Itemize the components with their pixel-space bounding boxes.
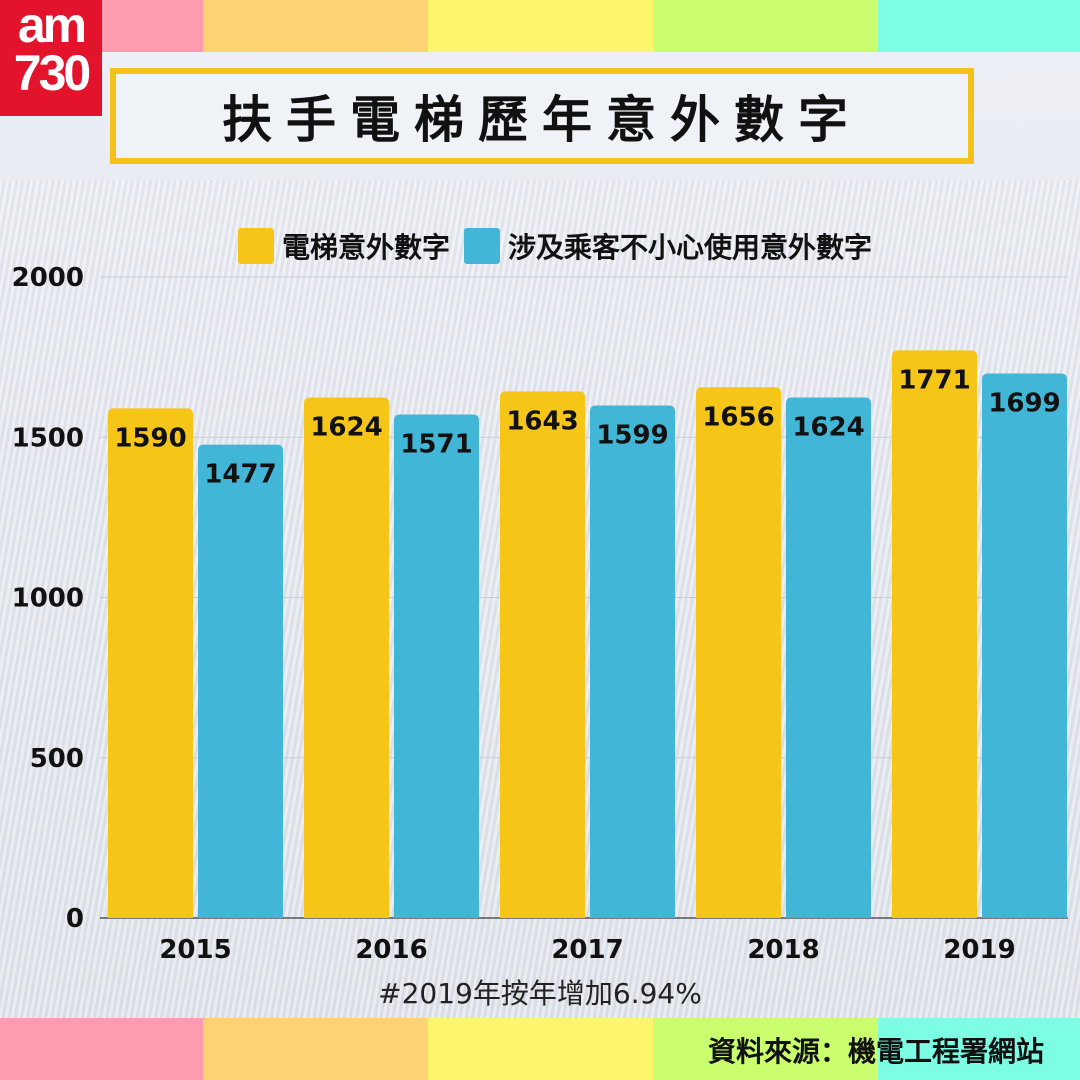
band-cyan	[878, 0, 1080, 52]
data-label: 1624	[792, 413, 864, 443]
legend: 電梯意外數字 涉及乘客不小心使用意外數字	[238, 226, 886, 266]
bar-series1-2019	[892, 350, 977, 918]
legend-label-series2: 涉及乘客不小心使用意外數字	[508, 231, 873, 264]
bar-series1-2017	[500, 391, 585, 919]
growth-note: #2019年按年增加6.94%	[378, 977, 702, 1010]
bottom-color-band	[0, 1018, 1080, 1080]
data-label: 1571	[400, 429, 472, 459]
data-label: 1590	[114, 423, 186, 453]
x-tick-label: 2019	[943, 935, 1015, 965]
bar-series2-2017	[590, 405, 675, 918]
data-label: 1771	[898, 365, 970, 395]
legend-swatch-series1	[238, 228, 274, 264]
legend-item-series1: 電梯意外數字	[238, 226, 450, 266]
band-orange	[203, 0, 428, 52]
am730-logo: am 730	[0, 0, 102, 116]
x-tick-label: 2018	[747, 935, 819, 965]
data-label: 1699	[988, 388, 1060, 418]
chart-title: 扶手電梯歷年意外數字	[222, 91, 862, 149]
legend-item-series2: 涉及乘客不小心使用意外數字	[464, 226, 872, 266]
y-tick-label: 2000	[12, 263, 84, 293]
band-green	[653, 0, 878, 52]
source-credit: 資料來源：機電工程署網站	[707, 1035, 1044, 1068]
band-pink	[0, 1018, 203, 1080]
data-label: 1643	[506, 406, 578, 436]
x-tick-label: 2016	[355, 935, 427, 965]
band-yellow	[428, 0, 653, 52]
legend-swatch-series2	[464, 228, 501, 264]
bar-series2-2018	[786, 397, 871, 918]
data-label: 1624	[310, 413, 382, 443]
band-green	[653, 1018, 878, 1080]
bar-series1-2015	[108, 408, 193, 918]
bar-series1-2018	[696, 387, 781, 918]
band-orange	[203, 1018, 428, 1080]
legend-label-series1: 電梯意外數字	[282, 231, 451, 264]
data-label: 1599	[596, 421, 668, 451]
bar-series1-2016	[304, 397, 389, 918]
bar-series2-2015	[198, 444, 283, 918]
x-tick-label: 2015	[159, 935, 231, 965]
logo-line1: am	[17, 0, 87, 53]
data-label: 1477	[204, 460, 276, 490]
band-cyan	[878, 1018, 1080, 1080]
x-tick-label: 2017	[551, 935, 623, 965]
band-yellow	[428, 1018, 653, 1080]
y-tick-label: 0	[66, 904, 84, 934]
bar-series2-2019	[982, 373, 1067, 919]
data-label: 1656	[702, 402, 774, 432]
y-tick-label: 1500	[12, 423, 84, 453]
top-color-band	[0, 0, 1080, 52]
y-tick-label: 1000	[12, 584, 84, 614]
bar-series2-2016	[394, 414, 479, 918]
y-tick-label: 500	[30, 744, 84, 774]
title-box: 扶手電梯歷年意外數字	[110, 68, 974, 164]
logo-line2: 730	[13, 44, 91, 101]
